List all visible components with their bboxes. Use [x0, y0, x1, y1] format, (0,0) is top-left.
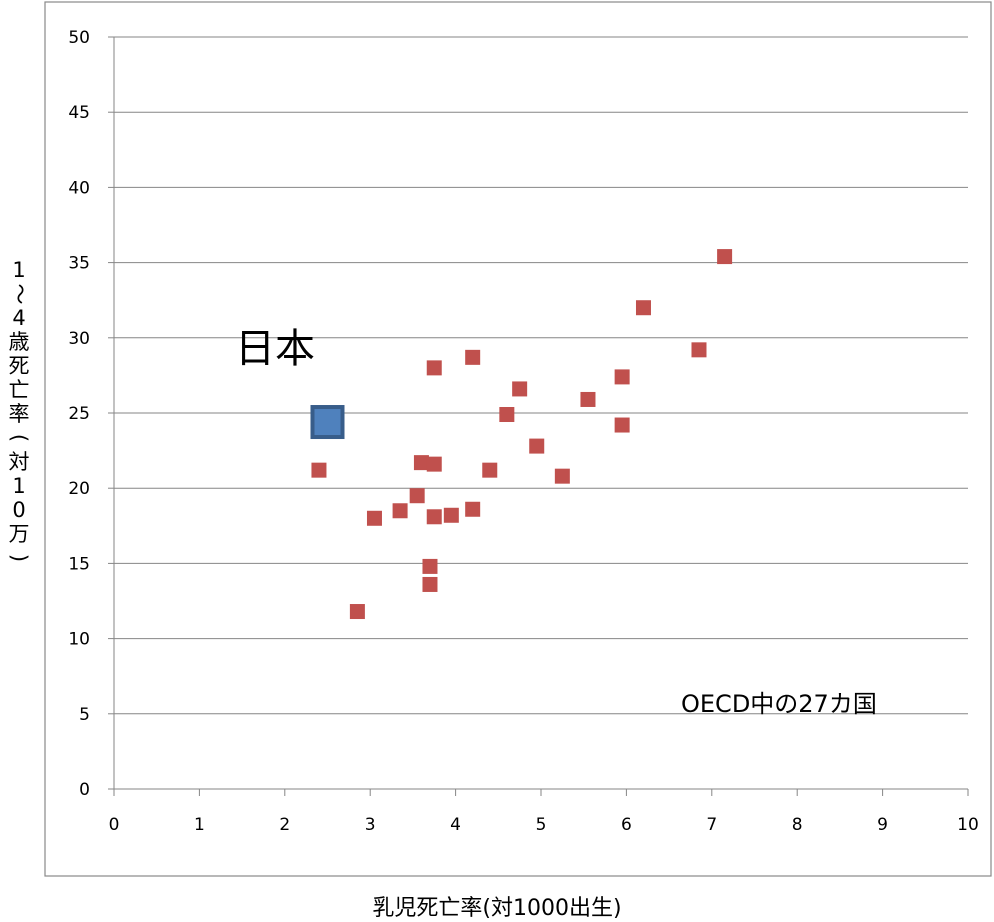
x-tick-label: 3 — [365, 815, 376, 835]
y-tick-label: 0 — [79, 780, 90, 800]
x-tick-label: 2 — [279, 815, 290, 835]
y-tick-label: 25 — [68, 404, 90, 424]
y-tick-label: 20 — [68, 479, 90, 499]
x-tick-label: 5 — [536, 815, 547, 835]
data-point — [465, 349, 481, 365]
y-axis-label-char: 〜 — [7, 283, 31, 305]
x-tick-labels: 0 1 2 3 4 5 6 7 8 9 10 — [109, 815, 979, 835]
y-tick-labels: 0 5 10 15 20 25 30 35 40 45 50 — [68, 28, 90, 800]
y-axis-label-char: 0 — [12, 498, 26, 522]
y-axis-label-char: 率 — [8, 402, 30, 426]
data-point — [512, 381, 528, 397]
y-axis-label-char: 4 — [12, 306, 26, 330]
axes — [108, 36, 969, 796]
data-point — [413, 455, 429, 471]
y-axis-label-char: ) — [6, 553, 31, 563]
data-point — [349, 604, 365, 620]
data-point — [443, 507, 459, 523]
x-tick-label: 6 — [621, 815, 632, 835]
data-point — [422, 558, 438, 574]
data-point — [482, 462, 498, 478]
y-axis-label-char: 歳 — [8, 330, 30, 354]
y-axis-label-char: 1 — [12, 474, 26, 498]
x-tick-label: 0 — [109, 815, 120, 835]
country-count-annotation: OECD中の27カ国 — [681, 690, 877, 718]
x-tick-label: 7 — [706, 815, 717, 835]
y-axis-label-char: 死 — [8, 354, 30, 378]
data-point — [580, 391, 596, 407]
y-tick-label: 45 — [68, 103, 90, 123]
data-point — [635, 300, 651, 316]
y-axis-label-char: 亡 — [8, 378, 30, 402]
data-point — [614, 369, 630, 385]
y-tick-label: 10 — [68, 630, 90, 650]
data-point — [392, 503, 408, 519]
data-point — [465, 501, 481, 517]
data-point — [717, 249, 733, 265]
data-point — [426, 360, 442, 376]
data-point — [366, 510, 382, 526]
x-axis-label: 乳児死亡率(対1000出生) — [372, 896, 622, 921]
x-tick-label: 10 — [957, 815, 979, 835]
data-point — [554, 468, 570, 484]
x-tick-label: 1 — [194, 815, 205, 835]
japan-annotation: 日本 — [235, 326, 315, 372]
data-point — [422, 576, 438, 592]
y-axis-label: 1 〜 4 歳死亡率(対 1 0 万) — [6, 258, 32, 570]
y-tick-label: 30 — [68, 329, 90, 349]
data-point — [499, 407, 515, 423]
data-point — [409, 488, 425, 504]
data-point — [311, 462, 327, 478]
y-tick-label: 5 — [79, 705, 90, 725]
x-tick-label: 9 — [877, 815, 888, 835]
data-point — [426, 456, 442, 472]
data-point-japan — [310, 405, 345, 440]
y-tick-label: 40 — [68, 178, 90, 198]
y-tick-label: 50 — [68, 28, 90, 48]
chart-frame — [44, 1, 992, 877]
y-axis-label-char: ( — [6, 433, 31, 443]
gridlines — [114, 36, 968, 715]
data-point — [529, 438, 545, 454]
y-tick-label: 15 — [68, 554, 90, 574]
data-point — [426, 509, 442, 525]
x-tick-label: 8 — [792, 815, 803, 835]
y-axis-label-char: 1 — [12, 258, 26, 282]
y-axis-label-char: 対 — [8, 450, 30, 474]
x-tick-label: 4 — [450, 815, 461, 835]
y-tick-label: 35 — [68, 254, 90, 274]
data-point — [691, 342, 707, 358]
data-points — [310, 249, 733, 620]
data-point — [614, 417, 630, 433]
y-axis-label-char: 万 — [8, 522, 30, 546]
